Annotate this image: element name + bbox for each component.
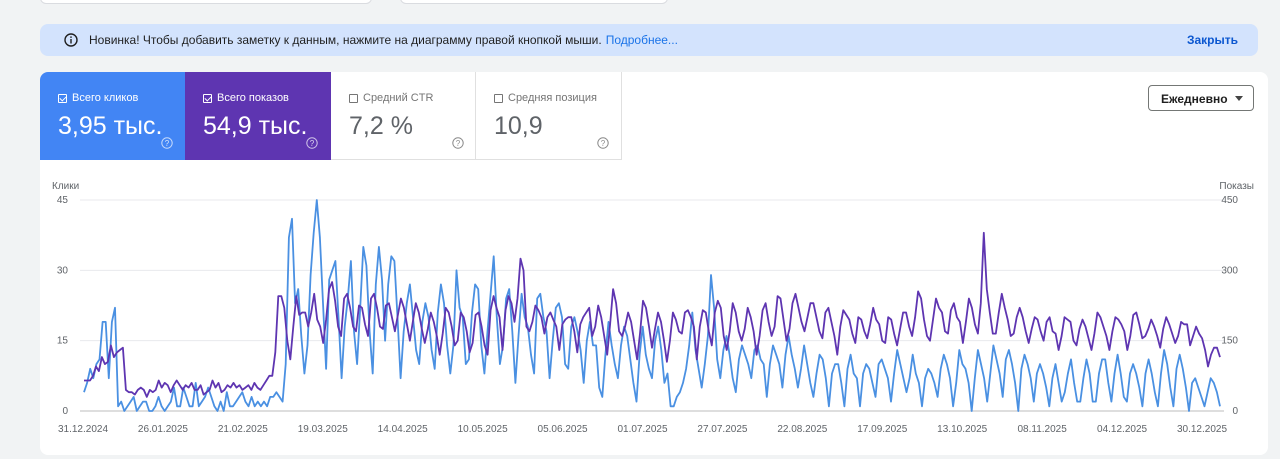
x-tick-label: 31.12.2024 — [58, 424, 108, 435]
metric-label: Всего показов — [217, 92, 289, 104]
y-tick-label-right: 300 — [1221, 265, 1238, 276]
metric-card-header: Всего показов — [203, 92, 289, 104]
notice-text: Новинка! Чтобы добавить заметку к данным… — [89, 33, 678, 47]
x-tick-label: 17.09.2025 — [857, 424, 907, 435]
metric-card-impressions[interactable]: Всего показов 54,9 тыс. ? — [185, 72, 331, 160]
x-tick-label: 13.10.2025 — [937, 424, 987, 435]
metric-label: Всего кликов — [72, 92, 139, 104]
checkbox-icon — [58, 93, 67, 103]
x-tick-label: 14.04.2025 — [378, 424, 428, 435]
metric-value: 3,95 тыс. — [58, 112, 163, 140]
new-feature-notice: Новинка! Чтобы добавить заметку к данным… — [40, 24, 1258, 56]
checkbox-icon — [203, 93, 212, 103]
notice-message: Новинка! Чтобы добавить заметку к данным… — [89, 33, 602, 47]
y-axis-label-left: Клики — [52, 181, 79, 192]
y-tick-label-right: 450 — [1221, 195, 1238, 206]
x-tick-label: 19.03.2025 — [298, 424, 348, 435]
svg-text:?: ? — [601, 139, 606, 148]
help-icon[interactable]: ? — [161, 136, 173, 154]
x-tick-label: 27.07.2025 — [697, 424, 747, 435]
svg-text:?: ? — [456, 139, 461, 148]
metric-card-clicks[interactable]: Всего кликов 3,95 тыс. ? — [40, 72, 185, 160]
close-notice-button[interactable]: Закрыть — [1186, 33, 1238, 47]
y-axis-label-right: Показы — [1219, 181, 1254, 192]
metric-value: 54,9 тыс. — [203, 112, 308, 140]
y-tick-label-left: 30 — [57, 265, 69, 276]
x-tick-label: 21.02.2025 — [218, 424, 268, 435]
granularity-select[interactable]: Ежедневно — [1148, 85, 1254, 111]
x-tick-label: 04.12.2025 — [1097, 424, 1147, 435]
series-line — [83, 199, 1221, 412]
metric-value: 7,2 % — [349, 112, 413, 140]
y-tick-label-right: 0 — [1232, 406, 1238, 417]
y-tick-label-left: 0 — [62, 406, 68, 417]
svg-text:?: ? — [165, 139, 170, 148]
metric-card-header: Средний CTR — [349, 92, 433, 104]
series-line — [84, 231, 1221, 398]
y-tick-label-left: 45 — [57, 195, 69, 206]
learn-more-link[interactable]: Подробнее... — [605, 33, 678, 47]
chevron-down-icon — [1235, 96, 1243, 101]
top-control-fragment — [400, 0, 668, 4]
help-icon[interactable]: ? — [306, 136, 318, 154]
granularity-value: Ежедневно — [1161, 92, 1228, 106]
x-tick-label: 01.07.2025 — [617, 424, 667, 435]
y-tick-label-left: 15 — [57, 336, 69, 347]
metric-card-header: Средняя позиция — [494, 92, 597, 104]
metric-card-ctr[interactable]: Средний CTR 7,2 % ? — [331, 72, 476, 160]
performance-panel: Всего кликов 3,95 тыс. ? Всего показов 5… — [40, 72, 1268, 455]
metric-label: Средний CTR — [363, 92, 434, 104]
x-tick-label: 26.01.2025 — [138, 424, 188, 435]
help-icon[interactable]: ? — [597, 136, 609, 154]
x-tick-label: 10.05.2025 — [458, 424, 508, 435]
top-control-fragment — [40, 0, 372, 4]
checkbox-icon — [494, 93, 503, 103]
metric-card-position[interactable]: Средняя позиция 10,9 ? — [476, 72, 622, 160]
svg-text:?: ? — [310, 139, 315, 148]
x-tick-label: 22.08.2025 — [777, 424, 827, 435]
x-tick-label: 08.11.2025 — [1017, 424, 1067, 435]
help-icon[interactable]: ? — [452, 136, 464, 154]
x-tick-label: 05.06.2025 — [538, 424, 588, 435]
x-tick-label: 30.12.2025 — [1177, 424, 1227, 435]
y-tick-label-right: 150 — [1221, 336, 1238, 347]
metric-card-header: Всего кликов — [58, 92, 138, 104]
info-icon — [64, 33, 78, 50]
metric-value: 10,9 — [494, 112, 543, 140]
metric-label: Средняя позиция — [508, 92, 597, 104]
checkbox-icon — [349, 93, 358, 103]
